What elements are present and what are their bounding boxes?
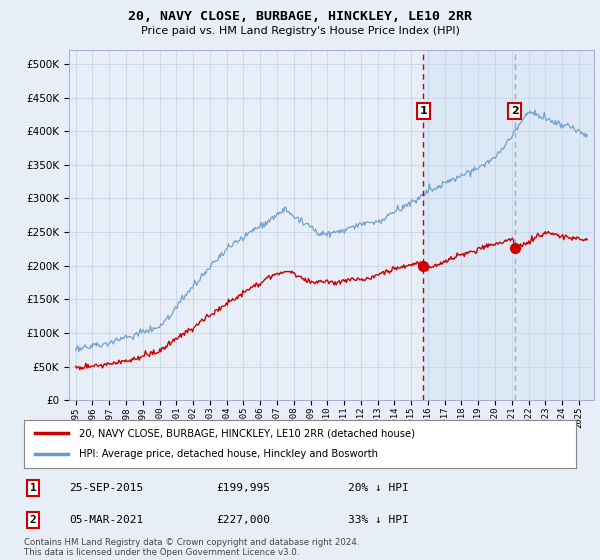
Text: 2: 2: [511, 106, 519, 116]
Text: 33% ↓ HPI: 33% ↓ HPI: [348, 515, 409, 525]
Text: 1: 1: [419, 106, 427, 116]
Text: £227,000: £227,000: [216, 515, 270, 525]
Text: 20% ↓ HPI: 20% ↓ HPI: [348, 483, 409, 493]
Text: 25-SEP-2015: 25-SEP-2015: [69, 483, 143, 493]
Text: 20, NAVY CLOSE, BURBAGE, HINCKLEY, LE10 2RR (detached house): 20, NAVY CLOSE, BURBAGE, HINCKLEY, LE10 …: [79, 428, 415, 438]
Bar: [424, 50, 594, 400]
Text: 05-MAR-2021: 05-MAR-2021: [69, 515, 143, 525]
Text: 2: 2: [29, 515, 37, 525]
Text: HPI: Average price, detached house, Hinckley and Bosworth: HPI: Average price, detached house, Hinc…: [79, 449, 378, 459]
Text: £199,995: £199,995: [216, 483, 270, 493]
Text: 1: 1: [29, 483, 37, 493]
Text: Price paid vs. HM Land Registry's House Price Index (HPI): Price paid vs. HM Land Registry's House …: [140, 26, 460, 36]
Text: 20, NAVY CLOSE, BURBAGE, HINCKLEY, LE10 2RR: 20, NAVY CLOSE, BURBAGE, HINCKLEY, LE10 …: [128, 10, 472, 23]
Text: Contains HM Land Registry data © Crown copyright and database right 2024.
This d: Contains HM Land Registry data © Crown c…: [24, 538, 359, 557]
